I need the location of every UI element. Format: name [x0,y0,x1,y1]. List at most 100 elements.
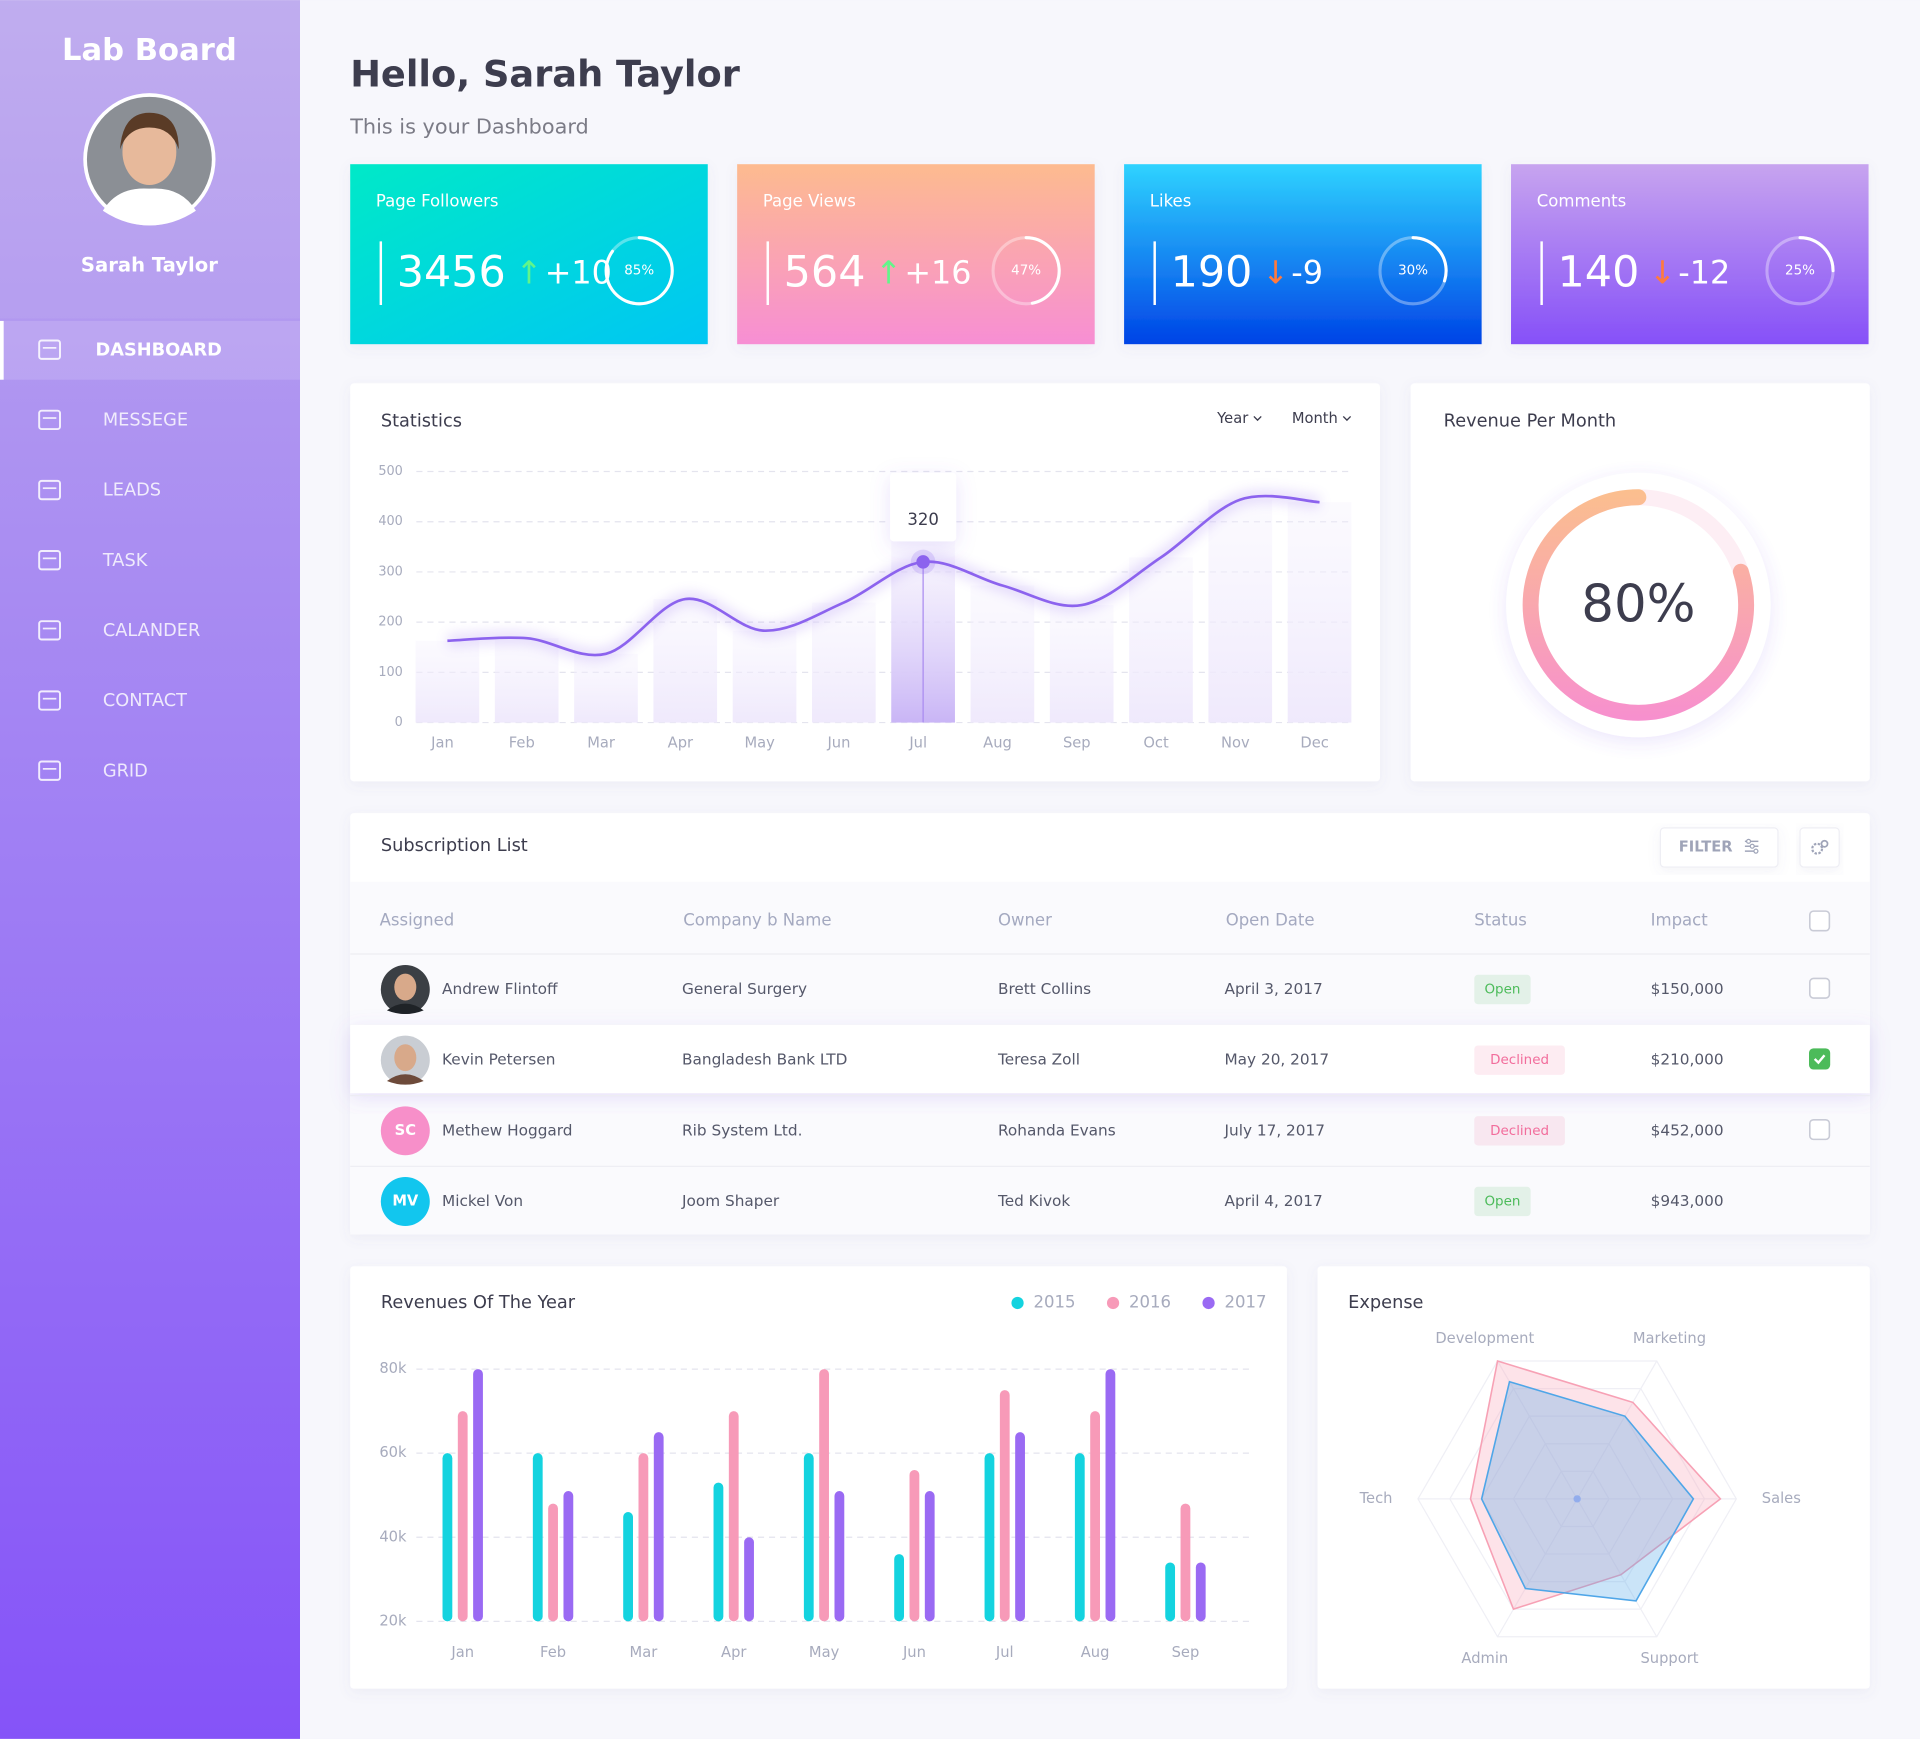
menu-label[interactable]: GRID [103,761,148,781]
cell: General Surgery [682,980,807,998]
menu-item[interactable]: LEADS [38,479,161,501]
legend-swatch [1202,1296,1215,1310]
menu-item[interactable]: TASK [38,550,149,571]
row-hover [350,1024,1870,1094]
ring-arc [1024,236,1061,305]
cell: $943,000 [1651,1192,1724,1210]
checkbox-box [1809,977,1831,999]
gauge-chart: Revenue Per Month 80% [1444,411,1771,738]
menu-label[interactable]: MESSEGE [103,410,188,430]
y-tick-label: 500 [378,464,403,479]
card-value: 564 [784,247,866,297]
menu-icon [38,760,61,781]
checkbox-box [1809,1118,1831,1141]
x-tick-label: Jan [430,734,454,751]
filter-button[interactable]: FILTER [1659,827,1779,868]
filter-icon-knob [1753,848,1759,854]
x-tick-label: Aug [1081,1644,1110,1661]
tooltip [890,472,957,542]
card-change: +16 [904,253,971,291]
status-pill [1474,1186,1531,1217]
checkbox[interactable] [1809,910,1831,932]
checkbox[interactable] [1809,1048,1831,1070]
card-value: 3456 [397,247,506,297]
menu-item[interactable]: MESSEGE [38,409,188,430]
ring-label: 30% [1398,264,1428,279]
settings-button[interactable] [1799,827,1840,868]
x-tick-label: Sep [1063,734,1091,751]
bar [548,1503,558,1622]
y-tick-label: 300 [378,564,403,579]
cell: Rohanda Evans [998,1121,1116,1139]
status-pill [1474,1116,1565,1146]
panel-title: Revenue Per Month [1444,411,1617,431]
bar [819,1369,829,1622]
button-label[interactable]: FILTER [1679,838,1733,855]
card-figures: 140 ↓-12 [1558,247,1731,297]
gauge-label: 80% [1581,574,1695,634]
stat-card: Page Followers 3456 ↑+10 85% [350,164,708,345]
cell: July 17, 2017 [1223,1121,1325,1139]
bar [442,1453,453,1622]
card-label: Page Views [763,192,856,211]
bar [732,630,797,723]
ring-arc [1411,236,1448,283]
page-subtitle: This is your Dashboard [349,114,589,138]
card-arrow: ↑ [516,253,543,291]
card-label: Likes [1150,192,1192,211]
bar [1049,605,1114,723]
cell: Ted Kivok [997,1192,1070,1210]
card-change: +10 [545,253,612,291]
checkbox[interactable] [1809,977,1831,999]
panel [1317,1266,1870,1689]
dropdown[interactable]: Year [1216,410,1249,427]
card-arrow: ↑ [875,253,902,291]
cell: Kevin Petersen [442,1051,555,1069]
menu-label[interactable]: DASHBOARD [96,340,222,360]
menu-item[interactable]: CONTACT [38,690,187,711]
panel-title: Revenues Of The Year [381,1293,576,1313]
avatar-hair [120,112,179,150]
bar [473,1369,483,1622]
legend-label[interactable]: 2017 [1224,1292,1266,1311]
ring-label: 47% [1011,264,1041,279]
menu-label[interactable]: CALANDER [103,621,200,641]
card-bg [1124,164,1482,345]
avatar [380,1176,430,1226]
bar [563,1491,574,1622]
menu-item[interactable]: CALANDER [38,620,200,641]
stat-card: Page Views 564 ↑+16 47% [737,164,1095,345]
panel [350,1266,1287,1689]
legend-label[interactable]: 2015 [1033,1292,1075,1311]
cell: $452,000 [1651,1121,1724,1139]
status-label: Open [1484,983,1520,998]
cell: $150,000 [1651,980,1724,998]
radar-axis-label: Admin [1461,1650,1508,1667]
cell: Joom Shaper [681,1192,780,1210]
menu-item[interactable]: GRID [38,760,148,781]
dropdown[interactable]: Month [1292,410,1338,427]
column-header: Open Date [1226,910,1315,929]
bar [415,640,480,723]
dropdown-caret [1342,415,1352,422]
status-label: Declined [1490,1124,1549,1139]
menu-label[interactable]: LEADS [103,481,161,501]
legend-label[interactable]: 2016 [1129,1292,1171,1311]
bar [532,1453,543,1622]
y-tick-label: 60k [379,1444,407,1461]
bar [744,1537,754,1622]
radar-axis-label: Support [1640,1650,1698,1667]
menu-label[interactable]: TASK [102,551,149,571]
menu-item[interactable]: DASHBOARD [0,320,300,380]
radar-area [1469,1360,1722,1611]
bar [1129,557,1193,723]
bar [1105,1369,1116,1622]
menu-label[interactable]: CONTACT [103,691,187,711]
status-pill [1474,974,1531,1005]
checkbox[interactable] [1809,1118,1831,1141]
cell: Brett Collins [998,980,1091,998]
radar-spoke [1497,1360,1578,1500]
y-tick-label: 40k [379,1528,407,1545]
bar [1208,499,1273,723]
